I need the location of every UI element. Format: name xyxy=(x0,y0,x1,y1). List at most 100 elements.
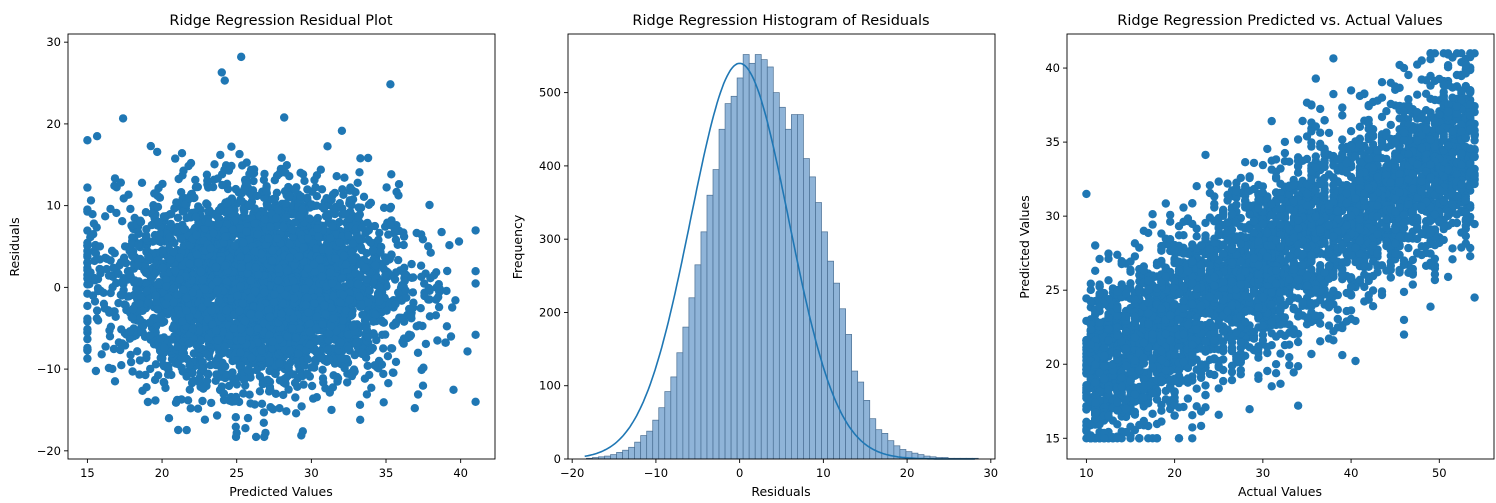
scatter-point xyxy=(269,297,279,307)
predicted-vs-actual-points xyxy=(1082,49,1479,443)
histogram-bar xyxy=(682,326,690,460)
scatter-point xyxy=(177,395,186,404)
scatter-point xyxy=(83,314,92,323)
x-tick-label: 30 xyxy=(304,466,319,480)
scatter-point xyxy=(288,324,297,333)
scatter-point xyxy=(340,363,349,373)
scatter-point xyxy=(236,252,245,261)
scatter-point xyxy=(419,363,428,372)
scatter-point xyxy=(146,364,155,374)
scatter-point xyxy=(471,279,480,288)
scatter-point xyxy=(324,329,334,338)
scatter-point xyxy=(151,291,160,300)
residual-plot-ylabel: Residuals xyxy=(7,217,22,276)
scatter-point xyxy=(151,396,160,405)
scatter-point xyxy=(303,355,313,364)
scatter-point xyxy=(442,286,451,296)
scatter-point xyxy=(327,195,336,205)
scatter-point xyxy=(1188,411,1197,420)
scatter-point xyxy=(268,337,277,346)
scatter-point xyxy=(358,348,367,357)
scatter-point xyxy=(175,275,184,284)
scatter-point xyxy=(365,286,374,295)
scatter-point xyxy=(375,297,384,306)
scatter-point xyxy=(353,178,362,187)
scatter-point xyxy=(375,283,384,292)
scatter-point xyxy=(146,141,155,151)
scatter-point xyxy=(336,298,345,307)
scatter-point xyxy=(135,356,145,365)
scatter-point xyxy=(83,136,92,145)
scatter-point xyxy=(285,239,294,249)
scatter-point xyxy=(254,310,264,320)
y-tick-label: 500 xyxy=(539,86,561,100)
scatter-point xyxy=(324,246,334,256)
scatter-point xyxy=(155,235,164,244)
scatter-point xyxy=(368,343,377,353)
scatter-point xyxy=(291,393,300,402)
scatter-point xyxy=(266,385,275,395)
scatter-point xyxy=(177,234,186,243)
scatter-point xyxy=(399,240,408,250)
scatter-point xyxy=(250,247,259,256)
scatter-point xyxy=(86,268,95,277)
scatter-point xyxy=(188,368,197,378)
scatter-point xyxy=(193,404,203,413)
scatter-point xyxy=(312,171,322,180)
scatter-point xyxy=(104,271,114,280)
scatter-point xyxy=(259,418,268,427)
scatter-point xyxy=(178,317,187,326)
scatter-point xyxy=(355,292,364,301)
scatter-point xyxy=(153,202,163,212)
scatter-point xyxy=(112,208,121,218)
scatter-point xyxy=(83,346,92,355)
scatter-point xyxy=(446,332,456,341)
scatter-point xyxy=(445,241,454,250)
scatter-point xyxy=(128,233,137,242)
scatter-point xyxy=(116,258,126,267)
scatter-point xyxy=(272,188,282,197)
scatter-point xyxy=(374,235,383,245)
scatter-point xyxy=(407,273,416,282)
scatter-point xyxy=(348,239,358,248)
scatter-point xyxy=(1183,394,1193,403)
scatter-point xyxy=(92,132,102,141)
scatter-point xyxy=(99,288,108,297)
scatter-point xyxy=(239,375,249,385)
scatter-point xyxy=(349,365,359,374)
scatter-point xyxy=(354,213,363,223)
scatter-point xyxy=(370,361,379,370)
scatter-point xyxy=(297,402,306,411)
scatter-point xyxy=(171,154,180,163)
histogram-bar xyxy=(875,429,883,460)
scatter-point xyxy=(83,280,92,289)
scatter-point xyxy=(291,333,301,342)
scatter-point xyxy=(225,331,234,340)
histogram-ylabel: Frequency xyxy=(510,214,525,279)
scatter-point xyxy=(279,222,288,232)
scatter-point xyxy=(95,242,105,251)
scatter-point xyxy=(384,230,393,239)
histogram-bar xyxy=(694,264,702,460)
scatter-point xyxy=(219,348,229,357)
scatter-point xyxy=(121,301,130,310)
scatter-point xyxy=(200,415,210,424)
scatter-point xyxy=(294,349,303,359)
scatter-point xyxy=(281,213,290,222)
scatter-point xyxy=(284,385,293,394)
scatter-point xyxy=(418,381,428,390)
scatter-point xyxy=(191,213,201,222)
scatter-point xyxy=(196,336,206,346)
scatter-point xyxy=(343,378,352,387)
scatter-point xyxy=(325,234,335,243)
scatter-point xyxy=(243,365,253,375)
scatter-point xyxy=(222,199,232,208)
scatter-point xyxy=(344,231,353,240)
scatter-point xyxy=(369,317,378,326)
y-tick-label: −20 xyxy=(37,444,61,458)
histogram-title: Ridge Regression Histogram of Residuals xyxy=(632,13,929,29)
scatter-point xyxy=(89,219,99,228)
scatter-point xyxy=(362,325,372,334)
scatter-point xyxy=(363,153,373,163)
scatter-point xyxy=(128,252,137,261)
